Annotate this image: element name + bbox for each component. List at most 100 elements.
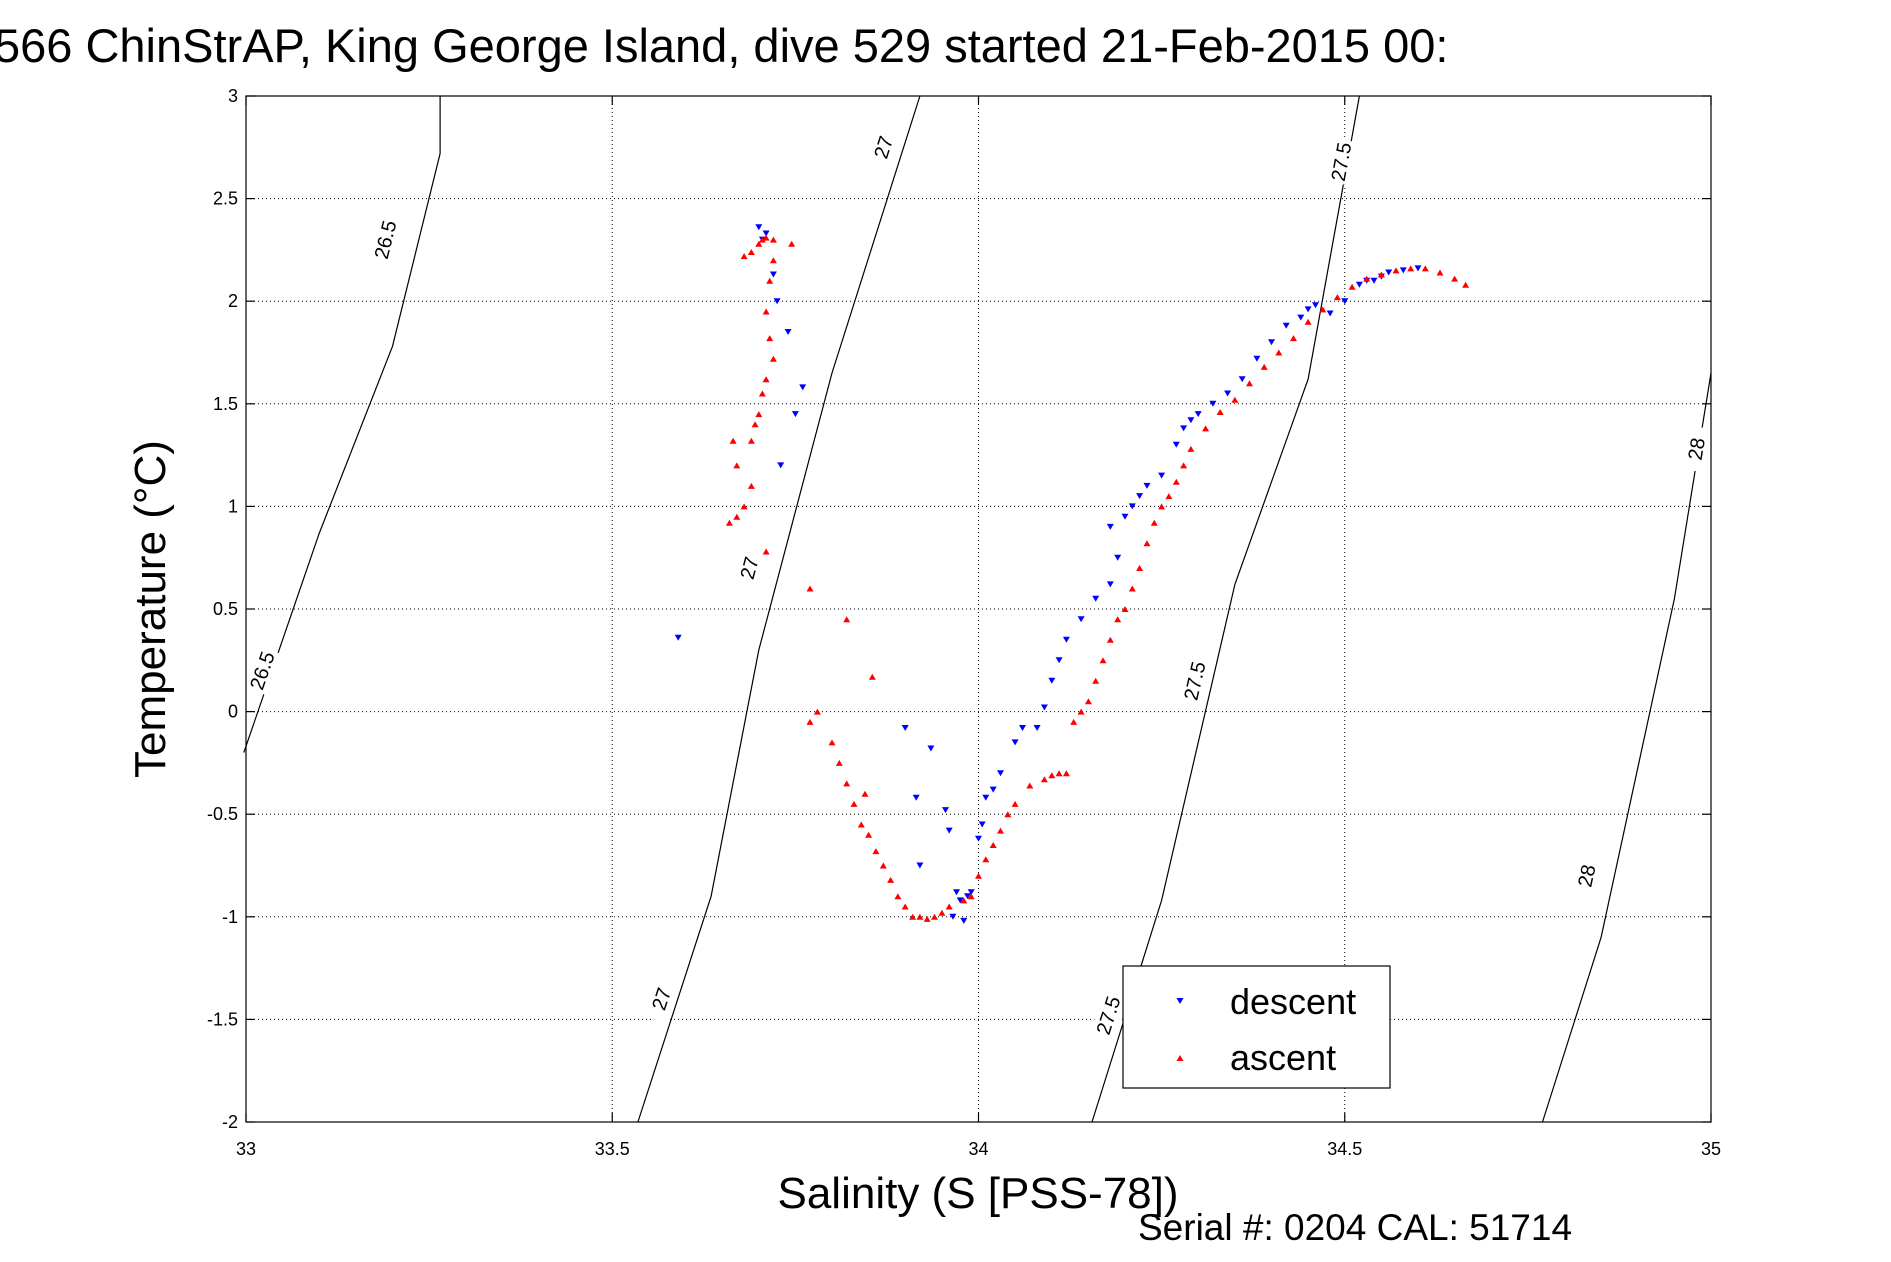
ascent-point [769,257,777,264]
descent-point [1399,267,1407,274]
descent-point [1180,425,1188,432]
x-tick-label: 34 [968,1139,988,1159]
descent-point [1136,493,1144,500]
descent-point [799,384,807,391]
ascent-point [945,903,953,910]
descent-point [1033,725,1041,731]
ascent-point [1187,445,1195,452]
y-tick-label: 1.5 [213,394,238,414]
series-descent [674,224,1422,924]
y-tick-label: -0.5 [207,804,238,824]
ascent-point [1158,503,1166,510]
contour-label-bg [243,645,281,696]
descent-point [956,897,964,904]
ascent-point [740,503,748,510]
descent-point [1312,302,1319,309]
descent-point [773,298,781,305]
ascent-point [1260,363,1268,370]
descent-point [1268,339,1275,346]
ascent-point [989,842,997,848]
ascent-point [758,236,766,243]
descent-point [953,889,960,896]
ascent-point [1180,462,1188,469]
x-tick-label: 33 [236,1139,256,1159]
ascent-point [769,236,777,243]
ascent-point [1099,657,1107,664]
ascent-point [1128,585,1136,592]
contour-label-bg [1570,851,1603,900]
ascent-point [843,616,851,623]
descent-point [777,462,785,469]
ascent-point [960,897,968,904]
ascent-point [769,355,777,362]
descent-point [982,794,990,801]
descent-point [1297,314,1305,321]
descent-point [1019,725,1026,731]
ascent-point [1436,269,1444,276]
contour-label-bg [1177,656,1212,705]
ascent-point [923,915,931,922]
descent-point [1055,657,1063,664]
ascent-point [1275,349,1283,356]
descent-point [1187,417,1195,424]
descent-point [1048,677,1056,684]
ascent-point [938,909,946,916]
descent-point [901,725,909,731]
ascent-point [766,277,774,284]
ascent-point [747,249,755,255]
descent-point [927,745,935,752]
ascent-point [1070,718,1078,725]
x-axis-label: Salinity (S [PSS-78]) [777,1169,1178,1218]
x-tick-label: 33.5 [595,1139,630,1159]
ascent-point [762,308,770,315]
descent-point [1224,390,1232,397]
ascent-point [751,421,759,428]
ascent-point [766,335,774,342]
isopycnal-26-5 [243,96,441,753]
descent-point [964,893,971,900]
legend-box [1122,965,1391,1089]
descent-point [997,770,1004,777]
ascent-point [1055,770,1063,777]
legend-descent-label: descent [1230,981,1356,1022]
contour-label-group: 28 [1570,851,1603,900]
descent-point [1106,523,1114,530]
ascent-point [1040,776,1048,783]
contour-label-group: 27.5 [1090,990,1127,1040]
ascent-point [868,673,876,680]
descent-point [989,786,997,793]
descent-point [1253,355,1261,362]
contour-label-bg [1325,137,1357,186]
descent-point [945,827,953,834]
ascent-point [1026,782,1034,789]
contour-label-bg [731,543,767,593]
contour-label-bg [865,122,902,172]
ascent-point [788,240,796,247]
descent-point [967,889,975,896]
ascent-point [1216,409,1224,415]
grid [246,96,1711,1122]
ascent-point [967,893,975,900]
descent-point [1106,581,1114,588]
ascent-point [843,780,851,787]
ascent-point [1172,478,1180,485]
descent-point [762,230,770,237]
descent-point [1143,482,1151,489]
ascent-point [887,876,895,883]
legend-ascent-label: ascent [1230,1037,1336,1078]
descent-point [1282,322,1290,329]
descent-point [1341,298,1349,305]
axis-ticks: 33 33.5 34 34.5 35 3 2.5 2 1.5 1 0.5 0 -0.5 -1 -1.5 -2 [207,86,1721,1159]
ascent-point [997,827,1004,834]
ascent-point [1319,306,1327,313]
y-tick-label: -1 [222,907,238,927]
ascent-point [740,253,748,260]
legend-ascent-marker [1176,1055,1184,1061]
ascent-point [806,585,814,592]
ascent-point [901,903,909,910]
descent-point [960,917,968,924]
descent-point [784,329,792,335]
ascent-point [758,390,766,397]
descent-point [1011,739,1019,746]
ascent-point [729,437,737,444]
